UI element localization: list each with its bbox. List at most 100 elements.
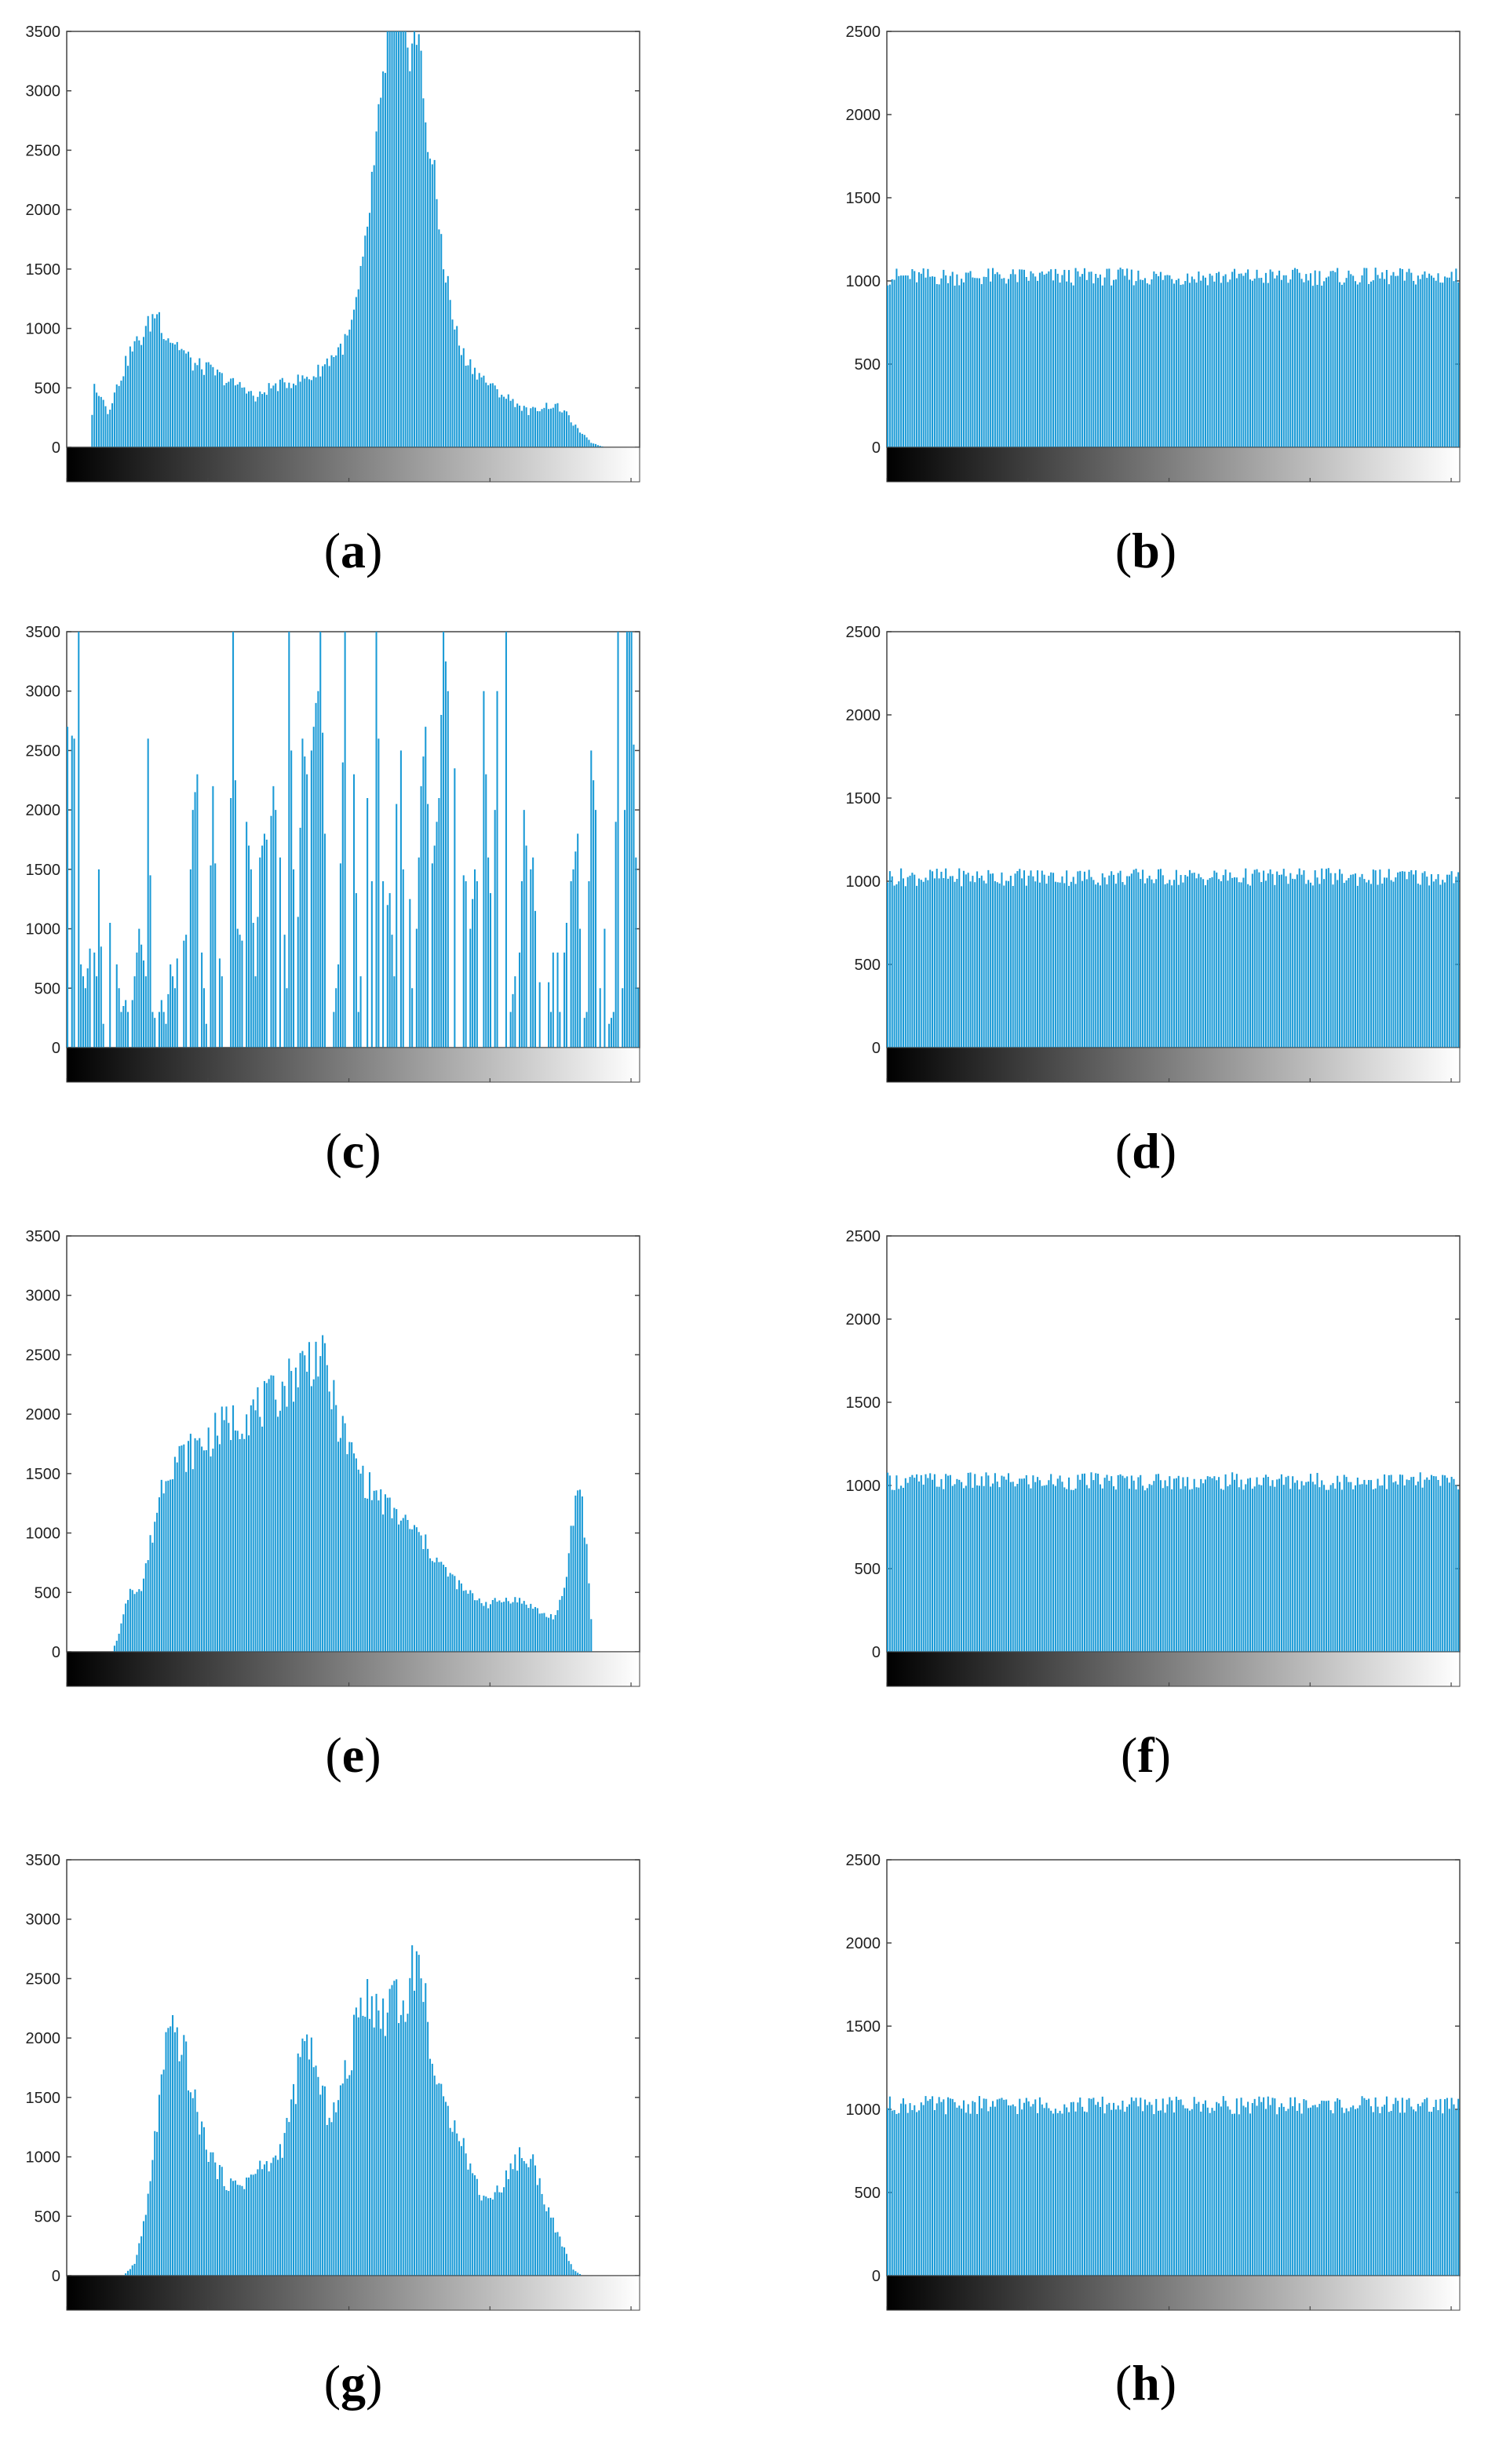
histogram-bar: [1007, 2105, 1010, 2276]
histogram-bar: [293, 1401, 295, 1652]
histogram-bar: [138, 2243, 140, 2276]
histogram-bar: [142, 2221, 145, 2276]
histogram-bar: [958, 868, 961, 1048]
histogram-bar: [1444, 2099, 1446, 2276]
histogram-bar: [1448, 874, 1450, 1048]
histogram-bar: [1289, 2097, 1292, 2276]
histogram-bar: [1231, 877, 1234, 1048]
histogram-bar: [353, 2014, 356, 2276]
histogram-bar: [1023, 2102, 1025, 2276]
histogram-bar: [1206, 285, 1209, 447]
histogram-bar: [118, 385, 120, 447]
histogram-bar: [906, 1482, 909, 1652]
histogram-bar: [335, 1405, 337, 1652]
histogram-bar: [151, 314, 154, 447]
histogram-bar: [1340, 1489, 1343, 1652]
histogram-bar: [191, 1469, 194, 1652]
histogram-bar: [183, 940, 185, 1048]
histogram-bar: [1164, 275, 1166, 447]
histogram-bar: [476, 2178, 478, 2276]
histogram-bar: [565, 1576, 567, 1652]
histogram-bar: [73, 738, 75, 1048]
histogram-bar: [1410, 2106, 1413, 2276]
histogram-bar: [1264, 1474, 1267, 1652]
histogram-bar: [552, 2218, 554, 2276]
histogram-bar: [1455, 877, 1457, 1048]
histogram-bar: [574, 425, 577, 447]
histogram-bar: [1240, 273, 1242, 447]
histogram-bar: [210, 364, 212, 447]
histogram-bar: [286, 1406, 288, 1652]
histogram-bar: [1305, 274, 1308, 447]
histogram-bar: [1337, 2098, 1339, 2276]
y-tick-label: 1000: [26, 321, 61, 338]
histogram-bar: [214, 863, 217, 1048]
histogram-bar: [1182, 284, 1184, 447]
histogram-bar: [1218, 879, 1220, 1048]
histogram-bar: [317, 1376, 319, 1652]
histogram-bar: [961, 886, 963, 1048]
histogram-bar: [583, 435, 585, 447]
histogram-bar: [167, 993, 170, 1048]
histogram-bar: [1448, 2109, 1450, 2276]
y-tick-label: 2500: [26, 1347, 61, 1364]
histogram-bar: [1372, 280, 1374, 447]
histogram-bar: [322, 1335, 324, 1652]
histogram-bar: [1153, 1481, 1155, 1652]
histogram-bar: [460, 355, 462, 447]
histogram-bar: [520, 1603, 523, 1652]
histogram-bar: [415, 45, 418, 447]
histogram-bar: [367, 798, 369, 1048]
histogram-bar: [239, 2185, 241, 2276]
y-tick-label: 2000: [26, 1406, 61, 1423]
histogram-bar: [1450, 1476, 1453, 1652]
histogram-bar: [210, 2152, 212, 2276]
histogram-bar: [429, 1558, 432, 1652]
histogram-bar: [181, 1445, 183, 1652]
histogram-bar: [1448, 277, 1450, 447]
histogram-bar: [133, 341, 136, 447]
y-tick-label: 500: [855, 2185, 881, 2202]
histogram-bar: [362, 1465, 364, 1652]
histogram-bar: [261, 1427, 264, 1652]
histogram-bar: [1103, 277, 1106, 447]
histogram-bar: [323, 2086, 326, 2276]
histogram-bar: [301, 738, 304, 1048]
histogram-bar: [1009, 1482, 1012, 1652]
histogram-bar: [1195, 1487, 1198, 1652]
histogram-bar: [1235, 278, 1238, 447]
histogram-bar: [565, 411, 567, 447]
histogram-bar: [415, 1527, 418, 1652]
histogram-bar: [191, 810, 194, 1048]
histogram-bar: [1142, 869, 1144, 1048]
histogram-bar: [561, 1595, 563, 1652]
histogram-bar: [1122, 269, 1124, 447]
histogram-bar: [893, 885, 895, 1048]
histogram-bar: [102, 399, 104, 447]
histogram-bar: [465, 881, 467, 1048]
histogram-bar: [1171, 279, 1173, 447]
y-tick-label: 2500: [846, 1852, 881, 1869]
histogram-bar: [1406, 879, 1408, 1048]
histogram-bar: [1437, 874, 1439, 1048]
histogram-bar: [407, 47, 409, 447]
histogram-bar: [147, 738, 149, 1048]
histogram-bar: [992, 1483, 994, 1652]
histogram-bar: [1392, 2104, 1395, 2276]
histogram-bar: [1318, 271, 1321, 447]
histogram-bar: [1043, 2108, 1045, 2276]
histogram-bar: [1352, 874, 1355, 1048]
histogram-bar: [496, 1602, 498, 1652]
histogram-bar: [335, 988, 337, 1048]
histogram-bar: [1209, 273, 1211, 447]
histogram-bar: [306, 377, 308, 447]
histogram-bar: [1021, 1478, 1023, 1652]
histogram-bar: [1359, 282, 1361, 447]
y-tick-label: 3500: [26, 1852, 61, 1869]
histogram-bar: [288, 382, 290, 447]
histogram-bar: [230, 378, 232, 447]
histogram-bar: [1009, 2105, 1012, 2276]
histogram-bar: [263, 833, 265, 1048]
histogram-bar: [637, 988, 640, 1048]
